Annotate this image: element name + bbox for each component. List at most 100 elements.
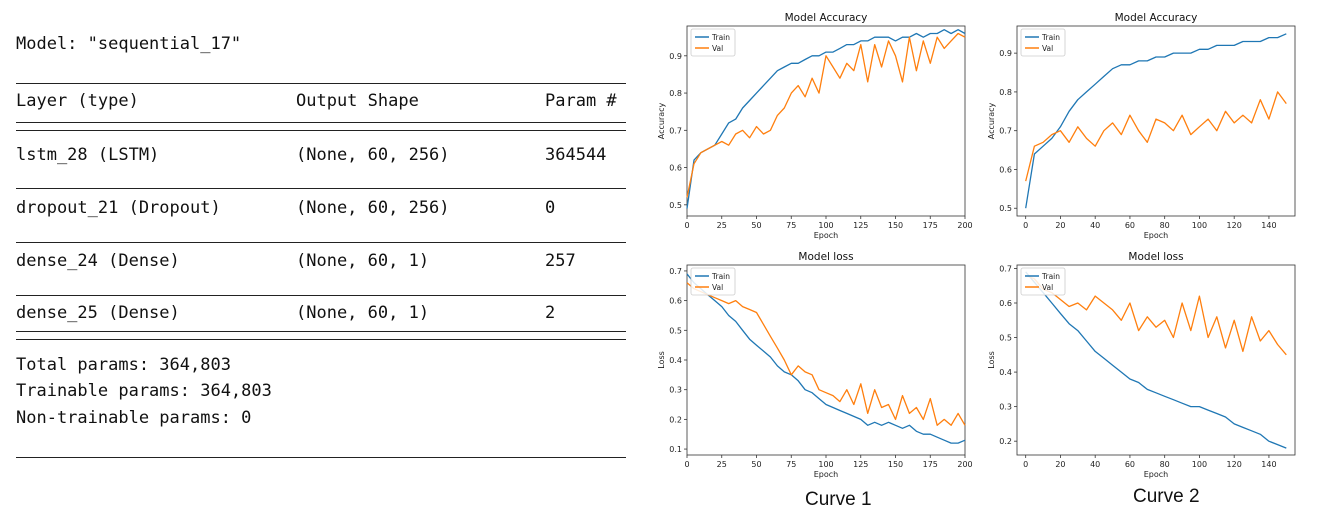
row-4-params: 2 (545, 303, 556, 323)
loss2-series-val (1025, 274, 1287, 356)
acc1-xtick-label: 150 (888, 221, 903, 230)
loss1-ytick-label: 0.2 (669, 415, 682, 424)
acc1-xtick-label: 175 (923, 221, 938, 230)
loss2-ylabel: Loss (987, 351, 996, 369)
acc1-legend: Train Val (690, 28, 736, 57)
acc2-frame (1016, 25, 1296, 217)
acc2-xtick-label: 100 (1192, 221, 1207, 230)
loss2-ytick-label: 0.4 (999, 368, 1012, 377)
chart-loss1-svg: Model loss 0 25 50 75 100 125 150 175 200 0.1 0.2 0.… (657, 251, 973, 479)
row-1-layer: lstm_28 (LSTM) (16, 145, 160, 165)
acc1-xtick-label: 25 (717, 221, 727, 230)
loss1-xtick-label: 150 (888, 460, 903, 469)
acc1-xlabel: Epoch (814, 231, 839, 240)
acc1-series-val (686, 32, 966, 198)
chart-acc2-svg: Model Accuracy 0 20 40 60 80 100 120 140 0.5 0.6 0.… (987, 12, 1296, 240)
row-2-shape: (None, 60, 256) (296, 198, 450, 218)
loss2-frame (1016, 264, 1296, 456)
loss2-ytick-label: 0.3 (999, 403, 1012, 412)
loss2-legend: Train Val (1020, 267, 1066, 296)
acc2-ytick-label: 0.9 (999, 49, 1012, 58)
acc2-xtick-label: 60 (1125, 221, 1135, 230)
loss2-xtick-label: 120 (1227, 460, 1242, 469)
acc2-xtick-label: 0 (1023, 221, 1028, 230)
loss2-series-train (1025, 271, 1287, 449)
loss1-xtick-label: 75 (786, 460, 796, 469)
loss1-series-train (686, 273, 966, 444)
loss2-xtick-label: 140 (1261, 460, 1276, 469)
acc2-xtick-label: 80 (1160, 221, 1170, 230)
loss1-legend-label-train: Train (711, 272, 730, 281)
acc1-ytick-label: 0.9 (669, 52, 682, 61)
loss1-xtick-label: 50 (751, 460, 761, 469)
loss1-xlabel: Epoch (814, 470, 839, 479)
chart-loss2-svg: Model loss 0 20 40 60 80 100 120 140 0.2 0.3 0.4 0.5… (987, 251, 1296, 479)
non-trainable-params: Non-trainable params: 0 (16, 408, 252, 428)
divider-double-bottom (16, 331, 626, 340)
acc2-xtick-label: 40 (1090, 221, 1100, 230)
loss1-ytick-label: 0.1 (669, 445, 682, 454)
divider-bottom (16, 457, 626, 458)
row-4-layer: dense_25 (Dense) (16, 303, 180, 323)
loss2-xtick-label: 60 (1125, 460, 1135, 469)
row-1-shape: (None, 60, 256) (296, 145, 450, 165)
loss2-legend-label-val: Val (1042, 283, 1053, 292)
loss2-ytick-label: 0.5 (999, 334, 1012, 343)
acc2-title: Model Accuracy (1115, 12, 1198, 24)
acc1-xtick-label: 100 (818, 221, 833, 230)
acc1-series-train (686, 29, 966, 209)
acc2-ytick-label: 0.5 (999, 204, 1012, 213)
divider-top (16, 83, 626, 84)
row-3-params: 257 (545, 251, 576, 271)
loss2-legend-label-train: Train (1041, 272, 1060, 281)
loss1-ytick-label: 0.4 (669, 356, 682, 365)
acc1-legend-label-train: Train (711, 33, 730, 42)
loss1-ytick-label: 0.5 (669, 326, 682, 335)
divider-double (16, 122, 626, 131)
total-params: Total params: 364,803 (16, 355, 231, 375)
loss2-xtick-label: 0 (1023, 460, 1028, 469)
loss2-ytick-label: 0.2 (999, 437, 1012, 446)
loss1-xtick-label: 200 (957, 460, 972, 469)
acc1-xtick-label: 75 (786, 221, 796, 230)
divider-row-1 (16, 188, 626, 189)
loss1-xtick-label: 0 (684, 460, 689, 469)
acc2-series-train (1025, 33, 1287, 209)
acc1-xtick-label: 50 (751, 221, 761, 230)
row-3-layer: dense_24 (Dense) (16, 251, 180, 271)
header-output-shape: Output Shape (296, 91, 419, 111)
acc2-xtick-label: 140 (1261, 221, 1276, 230)
loss1-legend: Train Val (690, 267, 736, 296)
acc1-legend-box (690, 28, 736, 57)
header-param-count: Param # (545, 91, 617, 111)
divider-row-3 (16, 295, 626, 296)
acc2-legend-box (1020, 28, 1066, 57)
acc2-xtick-label: 20 (1055, 221, 1065, 230)
acc2-xlabel: Epoch (1144, 231, 1169, 240)
loss2-xtick-label: 20 (1055, 460, 1065, 469)
acc2-xtick-label: 120 (1227, 221, 1242, 230)
loss1-title: Model loss (798, 251, 853, 263)
acc2-legend: Train Val (1020, 28, 1066, 57)
loss1-ylabel: Loss (657, 351, 666, 369)
chart-loss-curve-1: Model loss 0 25 50 75 100 125 150 175 200 0.1 0.2 0.… (655, 247, 975, 484)
loss1-legend-label-val: Val (712, 283, 723, 292)
row-1-params: 364544 (545, 145, 607, 165)
row-4-shape: (None, 60, 1) (296, 303, 430, 323)
loss1-ytick-label: 0.6 (669, 297, 682, 306)
loss2-xlabel: Epoch (1144, 470, 1169, 479)
caption-curve-2: Curve 2 (1133, 486, 1200, 507)
acc2-ytick-label: 0.8 (999, 88, 1012, 97)
acc2-ytick-label: 0.6 (999, 165, 1012, 174)
acc1-title: Model Accuracy (785, 12, 868, 24)
loss1-ytick-label: 0.3 (669, 386, 682, 395)
acc2-ylabel: Accuracy (987, 102, 996, 139)
loss2-legend-box (1020, 267, 1066, 296)
trainable-params: Trainable params: 364,803 (16, 381, 272, 401)
divider-row-2 (16, 242, 626, 243)
row-2-layer: dropout_21 (Dropout) (16, 198, 221, 218)
loss1-ytick-label: 0.7 (669, 267, 682, 276)
loss2-xtick-label: 80 (1160, 460, 1170, 469)
loss2-title: Model loss (1128, 251, 1183, 263)
chart-loss-curve-2: Model loss 0 20 40 60 80 100 120 140 0.2 0.3 0.4 0.5… (985, 247, 1305, 484)
